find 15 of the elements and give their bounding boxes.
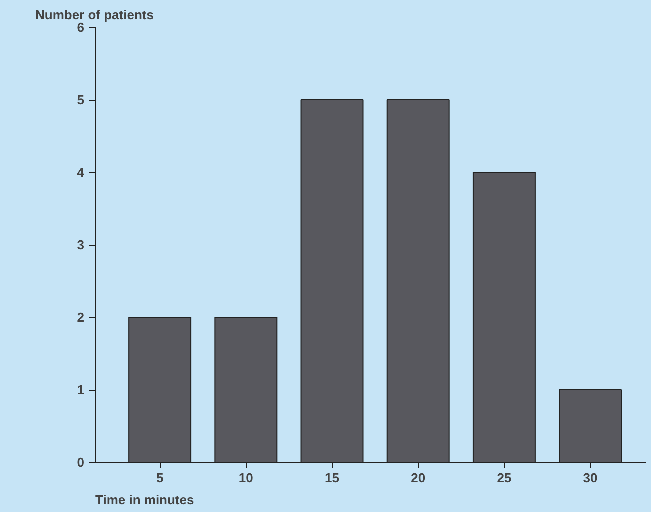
x-tick-label: 30 bbox=[583, 470, 598, 486]
y-tick-label: 5 bbox=[77, 92, 85, 108]
y-tick-label: 1 bbox=[77, 382, 85, 398]
y-tick-label: 4 bbox=[77, 165, 86, 180]
x-axis-title: Time in minutes bbox=[96, 492, 194, 508]
x-tick-label: 5 bbox=[156, 470, 164, 486]
x-tick-label: 10 bbox=[238, 470, 254, 486]
x-tick-label: 25 bbox=[497, 470, 512, 486]
y-tick-label: 6 bbox=[77, 20, 85, 35]
y-tick-label: 0 bbox=[77, 455, 85, 470]
x-tick-label: 20 bbox=[411, 470, 426, 486]
x-tick-label: 15 bbox=[325, 470, 340, 486]
y-tick-label: 2 bbox=[77, 310, 85, 325]
y-axis-title: Number of patients bbox=[36, 8, 154, 22]
y-tick-label: 3 bbox=[77, 238, 85, 252]
